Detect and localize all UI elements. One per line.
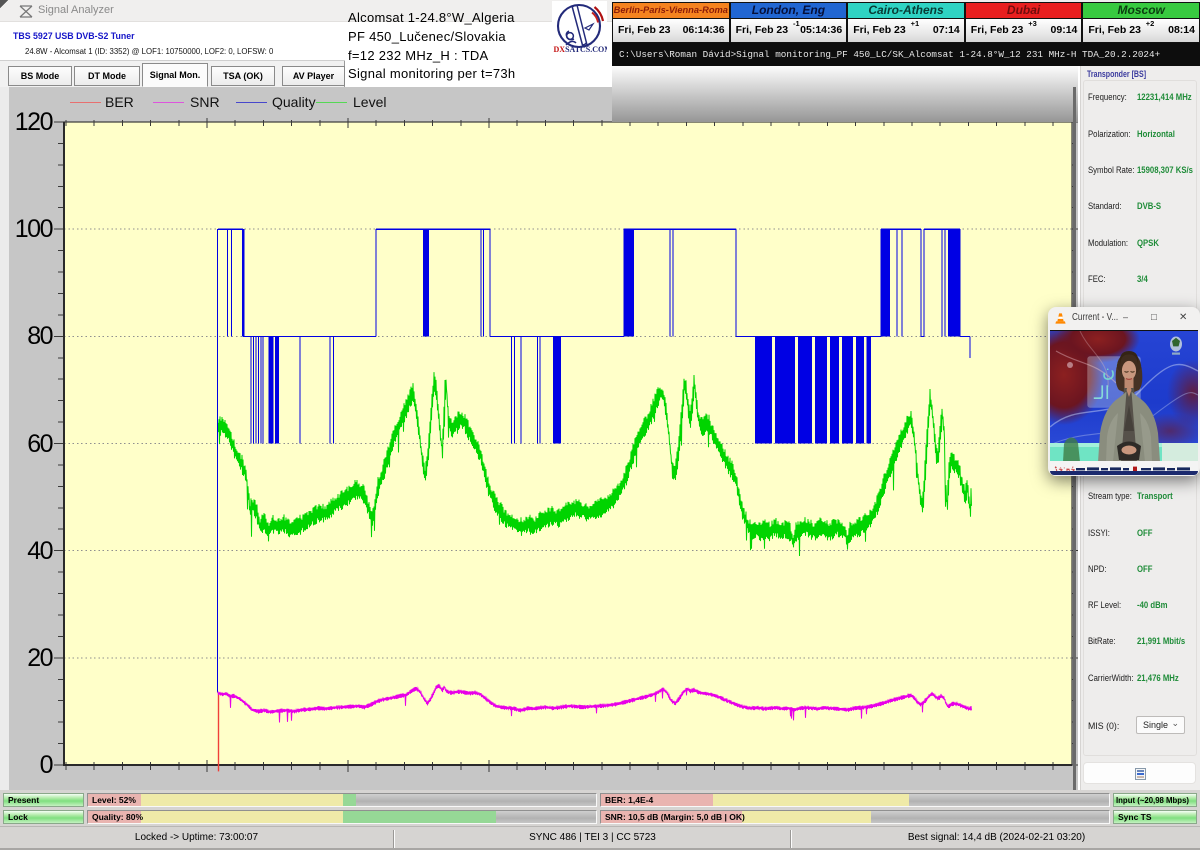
svg-text:ان: ان: [1102, 361, 1120, 381]
svg-text:DXSATCS.COM: DXSATCS.COM: [554, 45, 608, 54]
svg-text:ځڄ:څڈ: ځڄ:څڈ: [1054, 465, 1076, 471]
svg-text:الـ: الـ: [1093, 383, 1110, 403]
